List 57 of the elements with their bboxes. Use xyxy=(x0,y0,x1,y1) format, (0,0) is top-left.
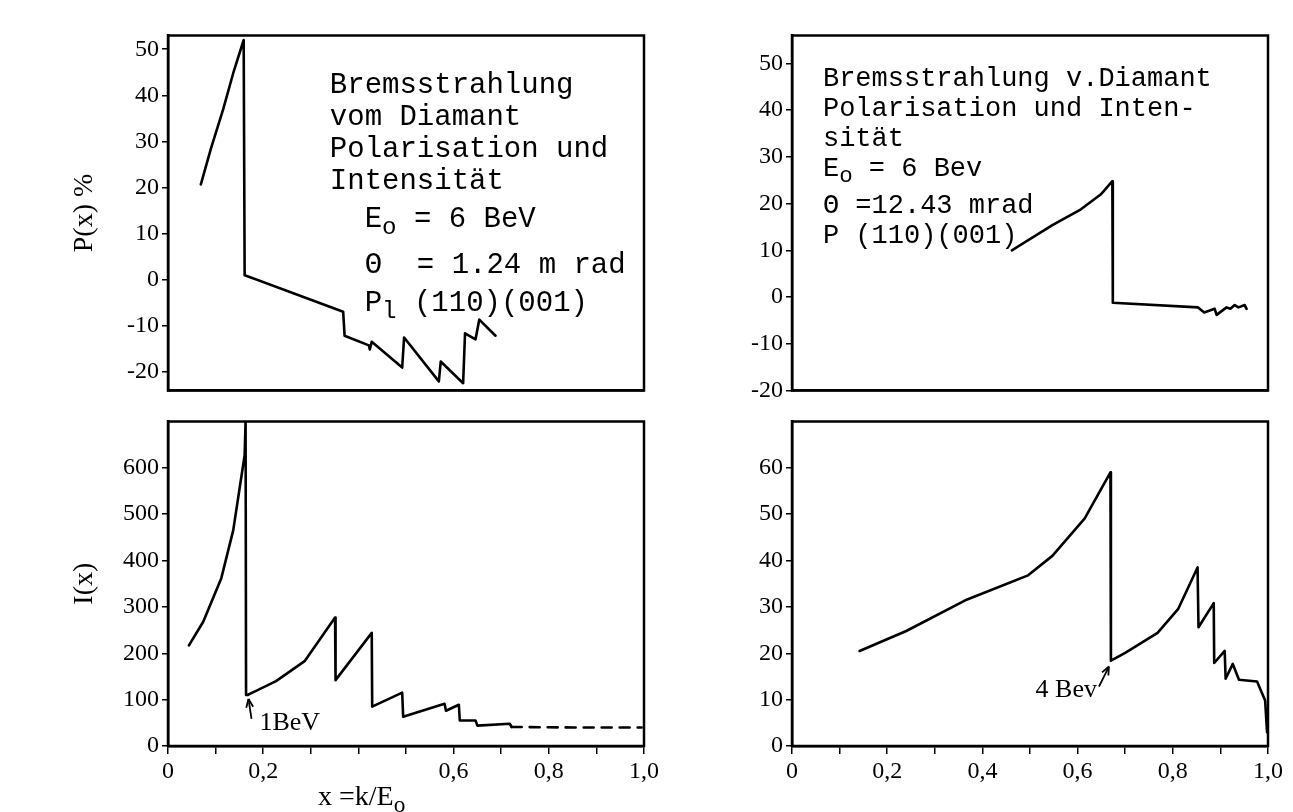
x-tick-label: 0,6 xyxy=(1062,756,1093,783)
y-tick-label: 500 xyxy=(123,499,159,526)
annotation: Bremsstrahlung xyxy=(329,69,575,102)
y-tick-label: 50 xyxy=(759,48,783,75)
annotation: Θ = 1.24 m rad xyxy=(363,248,626,282)
y-tick-label: 10 xyxy=(759,235,783,262)
x-tick-label: 0,2 xyxy=(248,756,279,783)
annotation: P (110)(001) xyxy=(822,221,1019,252)
x-tick-label: 0,6 xyxy=(438,756,469,783)
x-tick-label: 0,8 xyxy=(1157,756,1188,783)
annotation: E$_{o}$ = 6 Bev xyxy=(822,154,984,192)
y-tick-label: -20 xyxy=(751,375,783,402)
y-tick-label: -10 xyxy=(127,311,159,338)
y-tick-label: -20 xyxy=(127,357,159,384)
y-tick-label: 20 xyxy=(759,638,783,665)
annotation: 4 Bev xyxy=(1035,674,1097,704)
annotation: Θ =12.43 mrad xyxy=(822,191,1035,222)
y-tick-label: 40 xyxy=(759,545,783,572)
x-tick-label: 1,0 xyxy=(1253,756,1283,783)
y-tick-label: 30 xyxy=(759,142,783,169)
y-axis-title: P(x) % xyxy=(67,173,99,253)
annotation: Polarisation und Inten- xyxy=(822,94,1197,124)
annotation: P$_{l}$ (110)(001) xyxy=(363,286,589,327)
x-tick-label: 0,2 xyxy=(872,756,903,783)
y-tick-label: 300 xyxy=(123,592,159,619)
y-tick-label: 100 xyxy=(123,684,159,711)
y-tick-label: 0 xyxy=(147,265,159,292)
x-tick-label: 1,0 xyxy=(629,756,659,783)
x-tick-label: 0,8 xyxy=(533,756,564,783)
y-tick-label: 10 xyxy=(135,219,159,246)
y-tick-label: 30 xyxy=(759,592,783,619)
y-tick-label: 600 xyxy=(123,453,159,480)
y-tick-label: 50 xyxy=(759,499,783,526)
y-tick-label: 20 xyxy=(135,172,159,199)
y-axis-title: I(x) xyxy=(67,562,99,605)
y-tick-label: 60 xyxy=(759,453,783,480)
y-tick-label: 40 xyxy=(759,95,783,122)
x-axis-title: x =k/E$_{o}$ xyxy=(318,780,406,812)
x-tick-label: 0,4 xyxy=(967,756,998,783)
annotation: E$_{o}$ = 6 BeV xyxy=(363,203,537,243)
y-tick-label: 0 xyxy=(771,731,783,758)
annotation: Bremsstrahlung v.Diamant xyxy=(822,64,1212,94)
y-tick-label: 20 xyxy=(759,188,783,215)
y-tick-label: 200 xyxy=(123,638,159,665)
annotation: sität xyxy=(822,124,905,154)
y-tick-label: 0 xyxy=(771,282,783,309)
annotation: Intensität xyxy=(329,165,505,198)
y-tick-label: 50 xyxy=(135,34,159,61)
y-tick-label: -10 xyxy=(751,329,783,356)
y-tick-label: 10 xyxy=(759,684,783,711)
annotation: 1BeV xyxy=(259,706,321,736)
annotation: Polarisation und xyxy=(329,133,610,166)
y-tick-label: 400 xyxy=(123,545,159,572)
y-tick-label: 40 xyxy=(135,80,159,107)
y-tick-label: 0 xyxy=(147,731,159,758)
annotation: vom Diamant xyxy=(329,101,523,134)
y-tick-label: 30 xyxy=(135,126,159,153)
